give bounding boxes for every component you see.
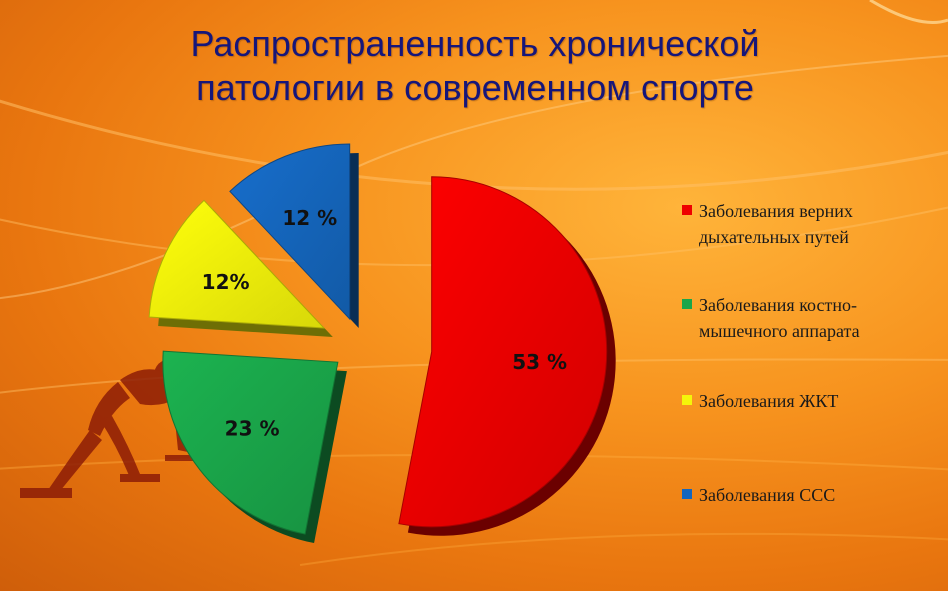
legend-item-musculoskeletal: Заболевания костно- мышечного аппарата	[682, 292, 932, 344]
legend-label: Заболевания верних дыхательных путей	[699, 201, 853, 247]
slice-respiratory-label: 53 %	[512, 350, 567, 374]
legend-item-respiratory: Заболевания верних дыхательных путей	[682, 198, 932, 250]
slice-respiratory	[398, 176, 608, 528]
slice-gastro-label: 12%	[202, 270, 250, 294]
slice-cardio-label: 12 %	[282, 206, 337, 230]
legend-swatch-yellow	[682, 395, 692, 405]
slice-musculoskeletal-label: 23 %	[225, 417, 280, 441]
legend-item-gastro: Заболевания ЖКТ	[682, 388, 932, 414]
slice-musculoskeletal	[162, 350, 339, 535]
legend-label: Заболевания ССС	[699, 485, 836, 505]
slice-gastro	[148, 199, 326, 329]
legend-swatch-green	[682, 299, 692, 309]
slide-title-line-1: Распространенность хронической	[190, 23, 760, 64]
legend-swatch-blue	[682, 489, 692, 499]
slice-cardio	[229, 143, 351, 321]
legend-swatch-red	[682, 205, 692, 215]
slide-title-line-2: патологии в современном спорте	[196, 67, 754, 108]
legend-label: Заболевания ЖКТ	[699, 391, 839, 411]
legend-label: Заболевания костно- мышечного аппарата	[699, 295, 860, 341]
slide-title: Распространенность хронической патологии…	[60, 22, 890, 110]
legend-item-cardio: Заболевания ССС	[682, 482, 932, 508]
